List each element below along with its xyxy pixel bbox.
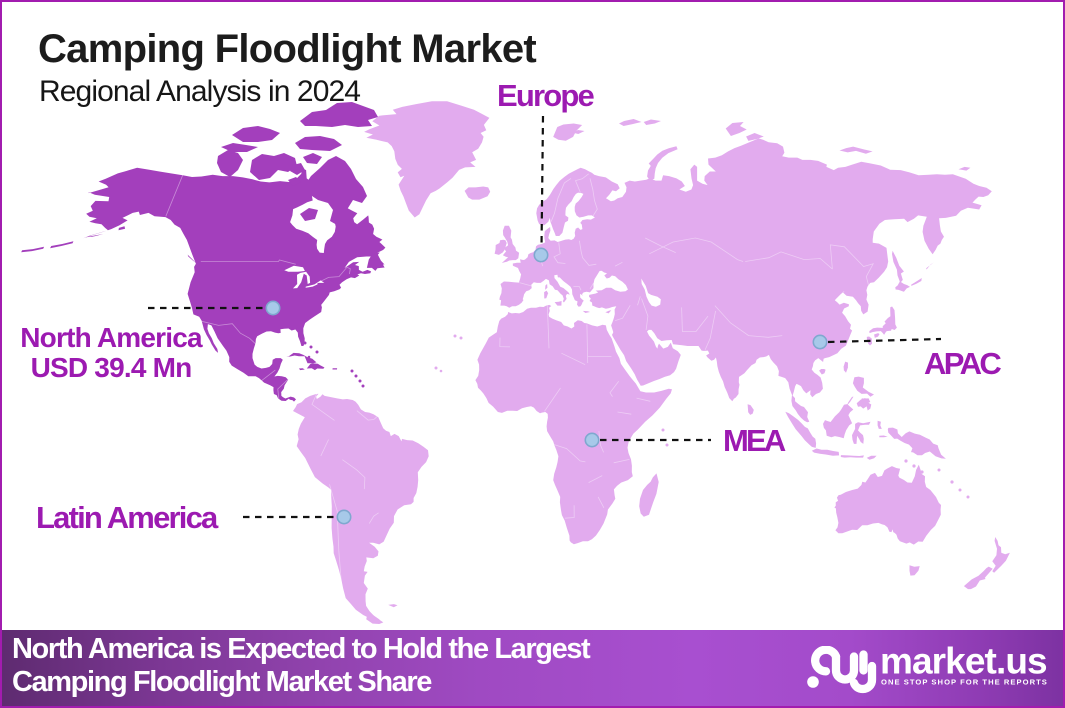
svg-text:ONE STOP SHOP FOR THE REPORTS: ONE STOP SHOP FOR THE REPORTS (881, 678, 1048, 687)
svg-text:market.us: market.us (880, 646, 1047, 682)
